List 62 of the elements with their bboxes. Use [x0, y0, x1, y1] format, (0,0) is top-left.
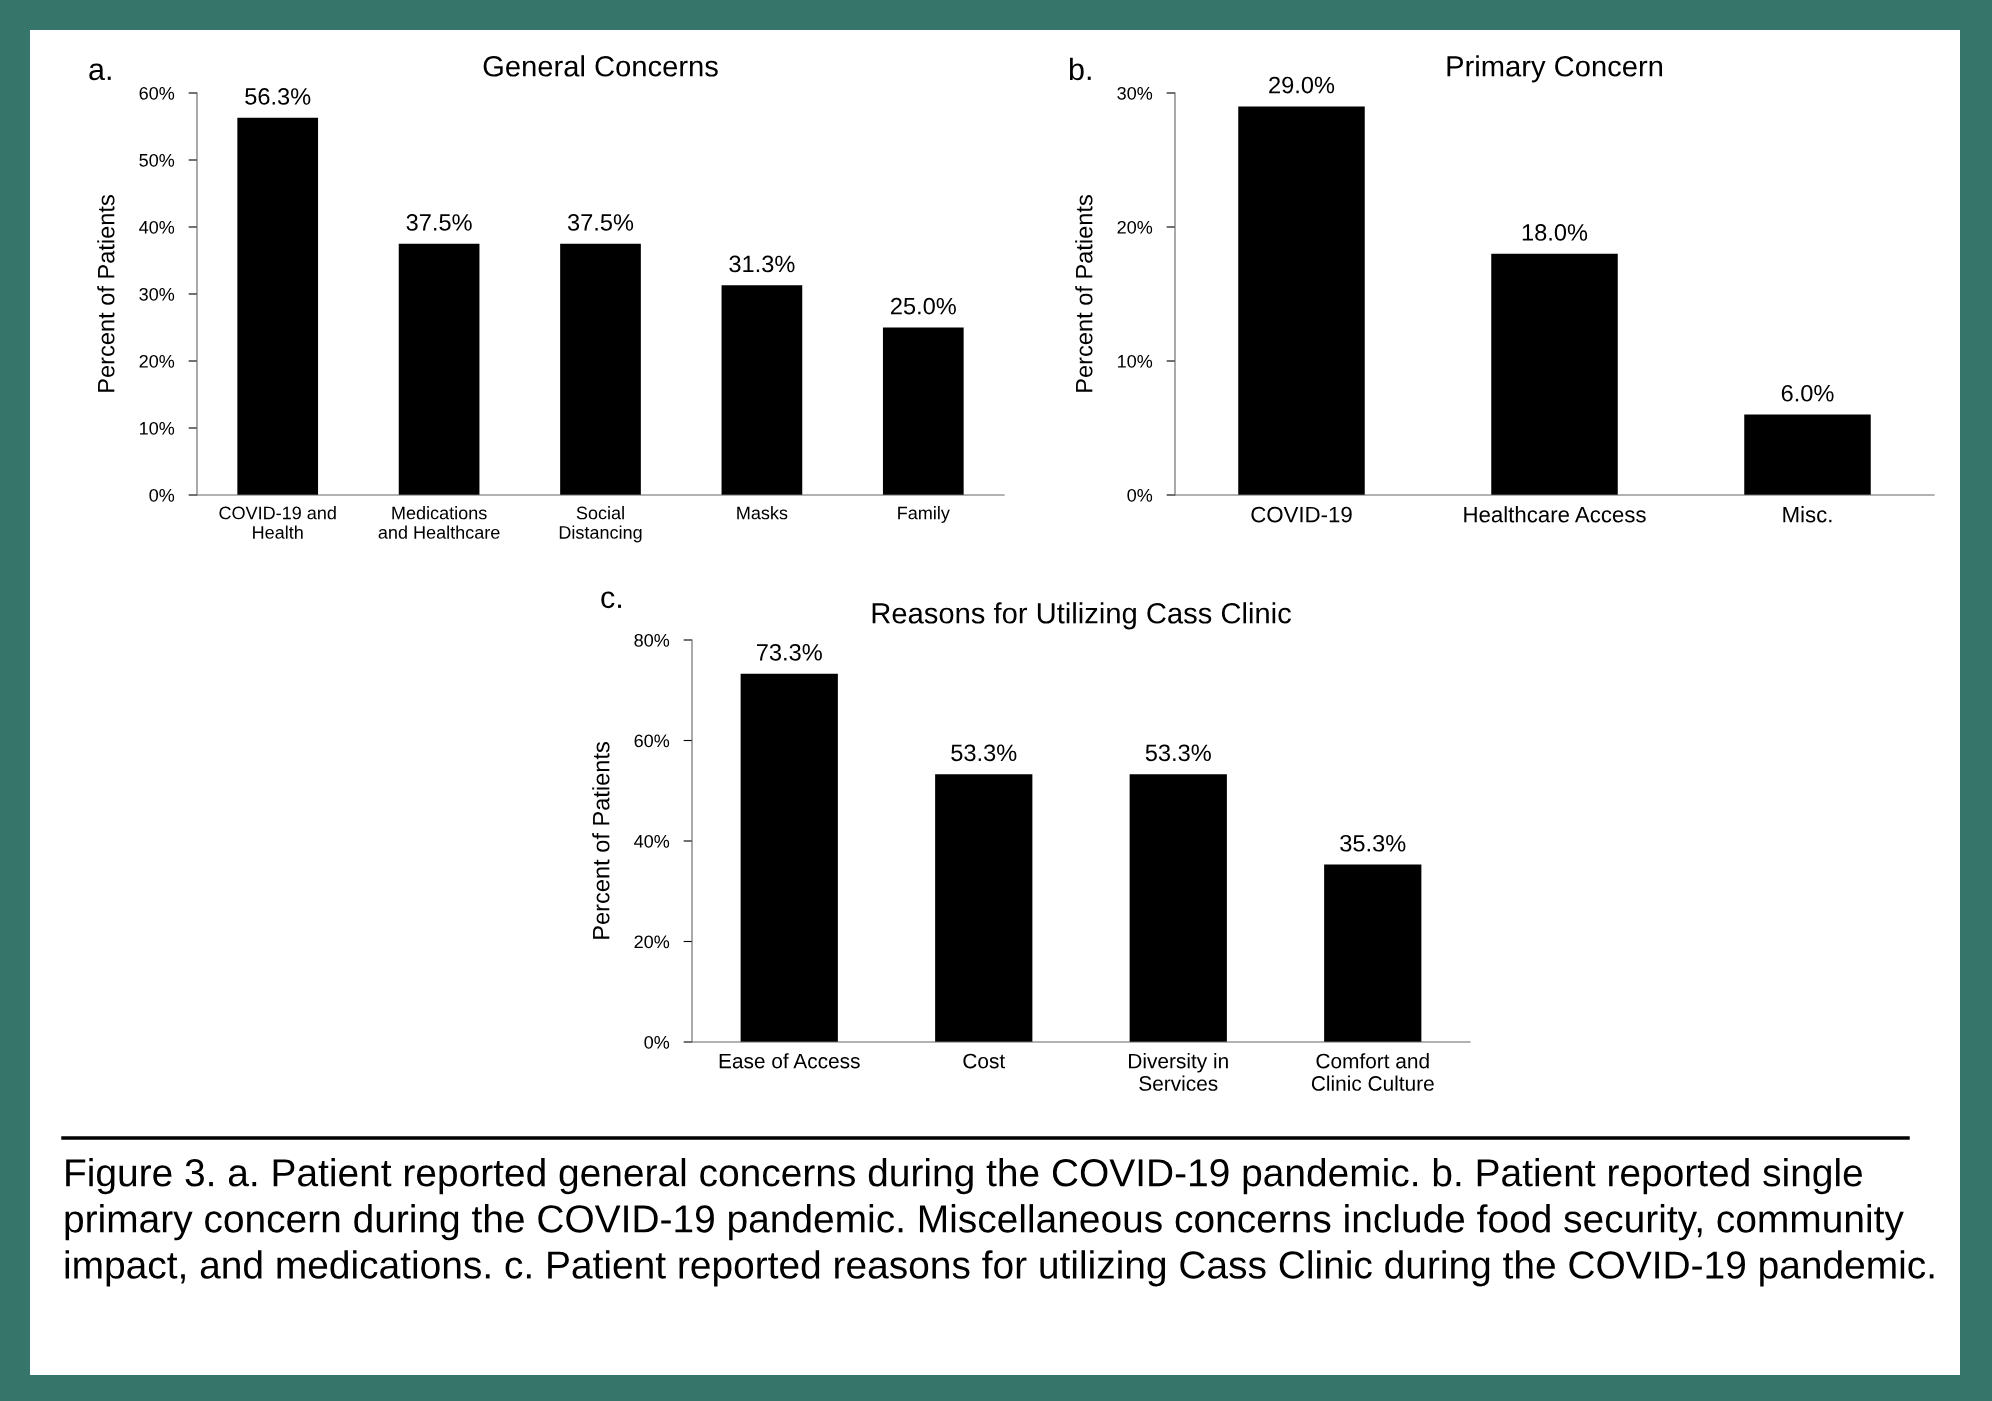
bar [1491, 253, 1618, 495]
bar [882, 327, 964, 495]
data-label: 25.0% [891, 297, 956, 315]
x-tick-label: Family [898, 506, 950, 523]
data-label: 53.3% [951, 744, 1017, 762]
y-tick-label: 80% [634, 633, 670, 647]
x-tick-label: Social Distancing [559, 506, 642, 543]
bar [721, 285, 803, 495]
y-tick-label: 0% [1127, 488, 1153, 502]
chart-title: General Concerns [483, 55, 718, 77]
y-axis-title: Percent of Patients [97, 195, 115, 392]
y-tick-label: 20% [1117, 220, 1153, 234]
data-label: 6.0% [1781, 384, 1834, 402]
x-tick-label: COVID-19 [1251, 506, 1352, 523]
data-label: 37.5% [567, 214, 634, 231]
caption: Figure 3. a. Patient reported general concerns during the COVID-19 pandemic. b. Patient reported single primary concern during the COVID-19 pandemic. Miscellaneous concerns include food security, community impact, and medications. c. Patient reported reasons for utilizing Cass Clinic during the COVID-19 pandemic. [65, 1158, 1934, 1287]
x-tick-label: Healthcare Access [1464, 506, 1646, 523]
chart-title: Reasons for Utilizing Cass Clinic [872, 602, 1291, 630]
data-label: 37.5% [406, 214, 472, 231]
text: a. [89, 63, 111, 81]
x-tick-label: Misc. [1783, 506, 1832, 523]
x-tick-label: Medications and Healthcare [378, 506, 500, 539]
y-axis-title: Percent of Patients [592, 742, 610, 939]
y-tick-label: 50% [139, 153, 175, 167]
x-tick-label: Comfort and Clinic Culture [1311, 1053, 1434, 1091]
data-label: 35.3% [1340, 834, 1406, 852]
y-tick-label: 40% [634, 834, 670, 848]
x-tick-label: Cost [963, 1053, 1006, 1069]
y-tick-label: 30% [1117, 86, 1153, 100]
y-tick-label: 60% [634, 734, 670, 748]
bar [935, 774, 1033, 1042]
bar [1129, 774, 1227, 1042]
y-tick-label: 10% [140, 421, 175, 435]
y-tick-label: 20% [634, 935, 670, 949]
y-tick-label: 0% [149, 488, 175, 502]
bar [398, 243, 480, 495]
bar [740, 673, 838, 1042]
y-tick-label: 20% [139, 354, 175, 368]
bar [1324, 864, 1422, 1042]
data-label: 56.3% [245, 88, 311, 105]
y-tick-label: 10% [1118, 354, 1153, 368]
data-label: 31.3% [729, 255, 795, 273]
x-tick-label: COVID-19 and Health [219, 506, 336, 539]
y-axis-title: Percent of Patients [1075, 195, 1093, 392]
y-tick-label: 30% [139, 287, 175, 301]
bar [1238, 106, 1365, 495]
x-tick-label: Masks [737, 506, 788, 520]
x-tick-label: Diversity in Services [1129, 1053, 1228, 1091]
data-label: 29.0% [1269, 76, 1335, 94]
bar [237, 117, 319, 495]
bar [1744, 414, 1871, 495]
y-tick-label: 0% [644, 1035, 670, 1049]
data-label: 18.0% [1522, 224, 1588, 241]
text: b. [1069, 57, 1091, 81]
text: c. [601, 591, 621, 609]
bar [560, 243, 641, 495]
chart-title: Primary Concern [1447, 55, 1663, 83]
y-tick-label: 40% [139, 220, 175, 234]
data-label: 73.3% [756, 643, 822, 661]
y-tick-label: 60% [139, 86, 175, 100]
x-tick-label: Ease of Access [719, 1053, 860, 1069]
data-label: 53.3% [1145, 744, 1211, 762]
